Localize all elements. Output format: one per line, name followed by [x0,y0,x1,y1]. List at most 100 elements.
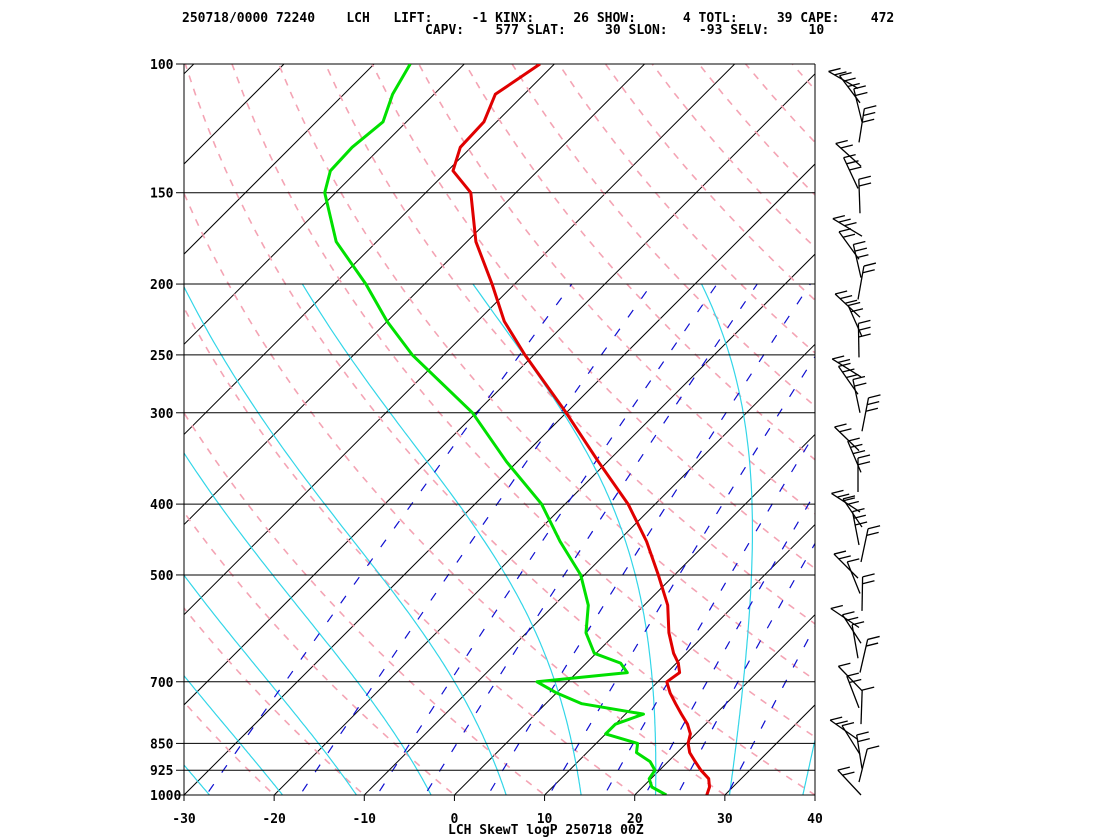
wind-barb-flag [835,139,848,145]
wind-barb-flag [863,111,876,117]
wind-barb-staff [835,143,862,167]
moist-adiabat-line [184,574,358,795]
wind-barb-flag [841,721,855,727]
isotherm-line [453,433,815,795]
wind-barb-flag [843,154,856,159]
wind-barb-flag [840,144,853,149]
wind-barb-flag [858,326,871,331]
wind-barb-flag [830,604,843,610]
dry-adiabat-line [184,606,366,795]
wind-barb-staff [837,665,863,692]
wind-barb-flag [862,269,875,274]
wind-barb-flag [834,290,848,295]
wind-barb-flag [854,521,868,526]
wind-barb-flag [837,358,851,364]
wind-barb-flag [852,375,866,381]
wind-barb-flag [838,662,851,667]
wind-barb-staff [856,734,863,769]
wind-barb-flag [849,678,862,684]
wind-barb-flag [846,616,859,622]
wind-barb-flag [858,319,871,325]
temperature-tick-label: -20 [262,812,286,827]
dry-adiabat-line [184,411,546,795]
pressure-tick-label: 850 [150,737,174,752]
pressure-tick-label: 925 [150,764,173,779]
wind-barb-flag [837,766,850,771]
wind-barb-flag [834,71,847,76]
wind-barbs [828,67,881,796]
wind-barb-flag [846,500,859,506]
wind-barb-flag [838,555,851,560]
wind-barb-staff [843,157,859,189]
pressure-tick-label: 300 [150,407,174,422]
wind-barb-flag [844,222,857,227]
pressure-tick-label: 250 [150,349,174,364]
wind-barb-staff [837,769,862,796]
wind-barb-flag [867,525,881,530]
mixing-ratio-line [644,492,815,795]
dry-adiabat-line [184,64,815,795]
wind-barb-staff [858,748,868,783]
wind-barb-flag [842,771,855,776]
pressure-tick-label: 200 [150,278,174,293]
wind-barb-flag [867,745,880,750]
wind-barb-flag [831,489,844,495]
wind-barb-flag [865,642,879,647]
wind-barb-staff [861,576,864,611]
header-line-1: 250718/0000 72240 LCH LIFT: -1 KINX: 26 … [182,11,894,26]
wind-barb-flag [846,373,859,379]
wind-barb-flag [839,295,853,300]
wind-barb-flag [854,247,868,252]
isotherm-line [184,64,736,616]
pressure-tick-label: 100 [150,58,174,73]
wind-barb-flag [844,299,858,304]
wind-barb-staff [852,379,861,413]
wind-barb-flag [854,382,867,387]
wind-barb-flag [868,394,881,399]
wind-barb-staff [857,265,865,300]
isotherm-line [184,64,195,75]
temperature-tick-label: 20 [627,812,643,827]
wind-barb-staff [860,528,869,563]
dry-adiabat-line [604,64,815,302]
wind-barb-flag [850,308,864,313]
moist-adiabat-line [472,283,657,795]
isotherm-line [363,343,815,795]
wind-barb-flag [858,333,871,338]
wind-barb-staff [832,218,863,237]
dry-adiabat-line [184,700,276,795]
isotherm-line [184,64,285,165]
dry-adiabat-line [324,64,815,625]
moist-adiabat-line [701,283,753,795]
dry-adiabat-line [511,64,815,408]
wind-barb-flag [839,428,852,433]
wind-barb-flag [842,495,856,500]
header-line-2: CAPV: 577 SLAT: 30 SLON: -93 SELV: 10 [425,23,824,38]
wind-barb-flag [857,454,871,459]
pressure-tick-label: 400 [150,498,174,513]
pressure-tick-label: 500 [150,569,174,584]
dry-adiabat-line [184,793,186,795]
temperature-tick-label: 10 [537,812,553,827]
moist-adiabat-line [301,283,582,795]
wind-barb-staff [847,440,862,473]
wind-barb-flag [853,85,866,90]
wind-barb-flag [832,355,845,360]
wind-barb-flag [838,228,852,233]
wind-barb-flag [866,531,879,537]
dry-adiabat-line [558,64,815,355]
mixing-ratio-line [376,283,718,795]
wind-barb-flag [843,77,856,82]
temperature-tick-label: 0 [451,812,459,827]
mixing-ratio-line [548,355,815,795]
wind-barb-staff [831,358,862,378]
wind-barb-flag [856,731,869,736]
sounding-profiles [323,64,711,795]
dry-adiabat-line [277,64,815,681]
wind-barb-flag [842,497,856,502]
wind-barb-flag [847,558,860,563]
wind-barb-flag [832,215,846,220]
mixing-ratio-line [726,625,815,795]
wind-barb-staff [861,397,870,432]
temperature-profile [451,64,711,795]
